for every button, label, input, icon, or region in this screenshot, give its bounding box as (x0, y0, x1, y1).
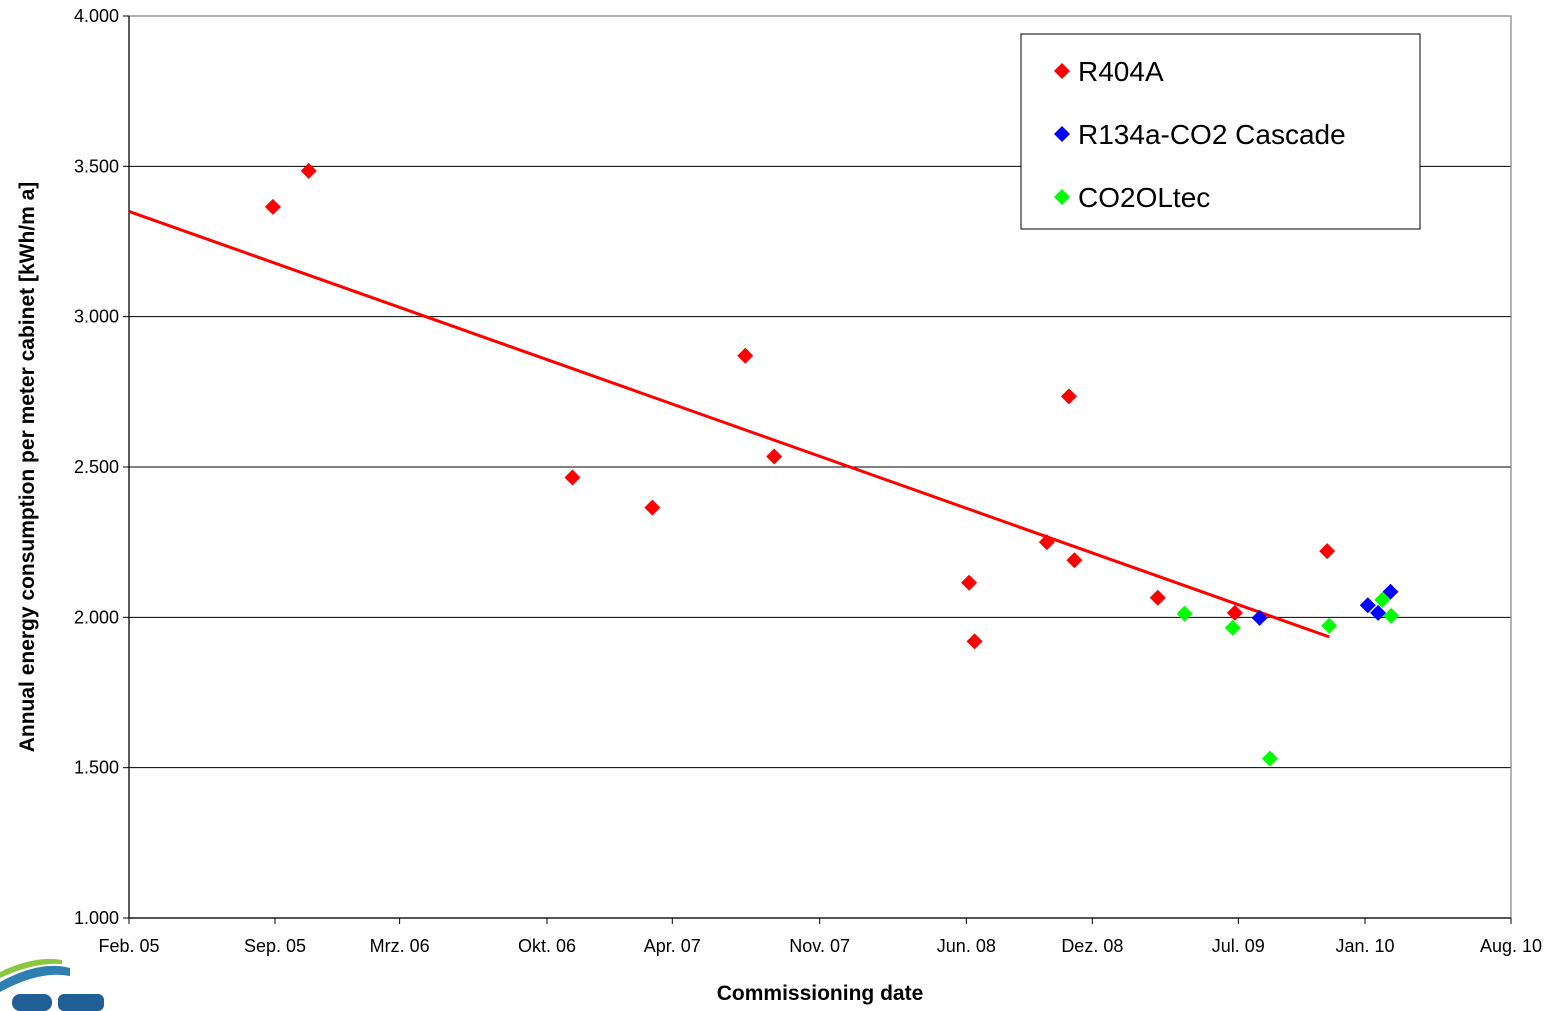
r134a-co2-cascade-point (1359, 597, 1376, 614)
y-axis-title: Annual energy consumption per meter cabi… (16, 182, 39, 753)
logo-letter-l (58, 994, 104, 1011)
r404a-point (961, 574, 978, 591)
y-axis: 1.000 1.500 2.000 2.500 3.000 3.500 4.000 (74, 6, 130, 928)
x-tick-label: Sep. 05 (244, 936, 306, 956)
legend-marker-co2oltec (1054, 189, 1070, 205)
legend-label-co2oltec: CO2OLtec (1078, 182, 1210, 213)
co2oltec-point (1176, 605, 1193, 622)
y-tick-label: 3.500 (74, 156, 119, 176)
data-points (264, 162, 1400, 767)
y-tick-label: 4.000 (74, 6, 119, 26)
r404a-point (1149, 589, 1166, 606)
y-tick-label: 2.000 (74, 607, 119, 627)
r404a-trendline (128, 210, 1330, 639)
x-axis-title: Commissioning date (717, 982, 924, 1005)
logo (0, 958, 104, 1011)
x-tick-label: Jul. 09 (1212, 936, 1265, 956)
logo-swoosh (0, 965, 70, 992)
r404a-point (1060, 388, 1077, 405)
x-tick-label: Okt. 06 (518, 936, 576, 956)
legend-label-r134a-co2-cascade: R134a-CO2 Cascade (1078, 119, 1346, 150)
trendline-layer (128, 210, 1330, 639)
r404a-point (766, 448, 783, 465)
r134a-co2-cascade-point (1382, 583, 1399, 600)
y-tick-label: 3.000 (74, 307, 119, 327)
y-tick-label: 1.000 (74, 908, 119, 928)
r134a-co2-cascade-point (1370, 604, 1387, 621)
x-axis: Feb. 05 Sep. 05 Mrz. 06 Okt. 06 Apr. 07 Nov. … (98, 917, 1542, 956)
r404a-point (644, 499, 661, 516)
legend: R404A R134a-CO2 Cascade CO2OLtec (1020, 33, 1421, 230)
y-tick-label: 1.500 (74, 758, 119, 778)
x-tick-label: Apr. 07 (644, 936, 701, 956)
co2oltec-point (1224, 619, 1241, 636)
r404a-point (264, 198, 281, 215)
legend-marker-r404a (1054, 63, 1070, 79)
legend-marker-r134a-co2-cascade (1054, 126, 1070, 142)
r404a-point (564, 469, 581, 486)
legend-box (1020, 33, 1421, 230)
legend-label-r404a: R404A (1078, 56, 1164, 87)
x-tick-label: Jun. 08 (937, 936, 996, 956)
logo-letter-o (12, 994, 52, 1011)
r404a-point (966, 633, 983, 650)
co2oltec-point (1383, 607, 1400, 624)
x-tick-label: Jan. 10 (1335, 936, 1394, 956)
r404a-point (1319, 543, 1336, 560)
co2oltec-point (1321, 617, 1338, 634)
r404a-point (1066, 552, 1083, 569)
r404a-point (1038, 534, 1055, 551)
x-tick-label: Aug. 10 (1480, 936, 1542, 956)
y-tick-label: 2.500 (74, 457, 119, 477)
r404a-point (737, 347, 754, 364)
r404a-point (300, 162, 317, 179)
co2oltec-point (1374, 591, 1391, 608)
r134a-co2-cascade-point (1251, 609, 1268, 626)
x-tick-label: Feb. 05 (98, 936, 159, 956)
x-tick-label: Nov. 07 (789, 936, 850, 956)
x-tick-label: Mrz. 06 (370, 936, 430, 956)
co2oltec-point (1261, 750, 1278, 767)
r404a-point (1226, 604, 1243, 621)
logo-swoosh-green (0, 958, 62, 978)
x-tick-label: Dez. 08 (1061, 936, 1123, 956)
